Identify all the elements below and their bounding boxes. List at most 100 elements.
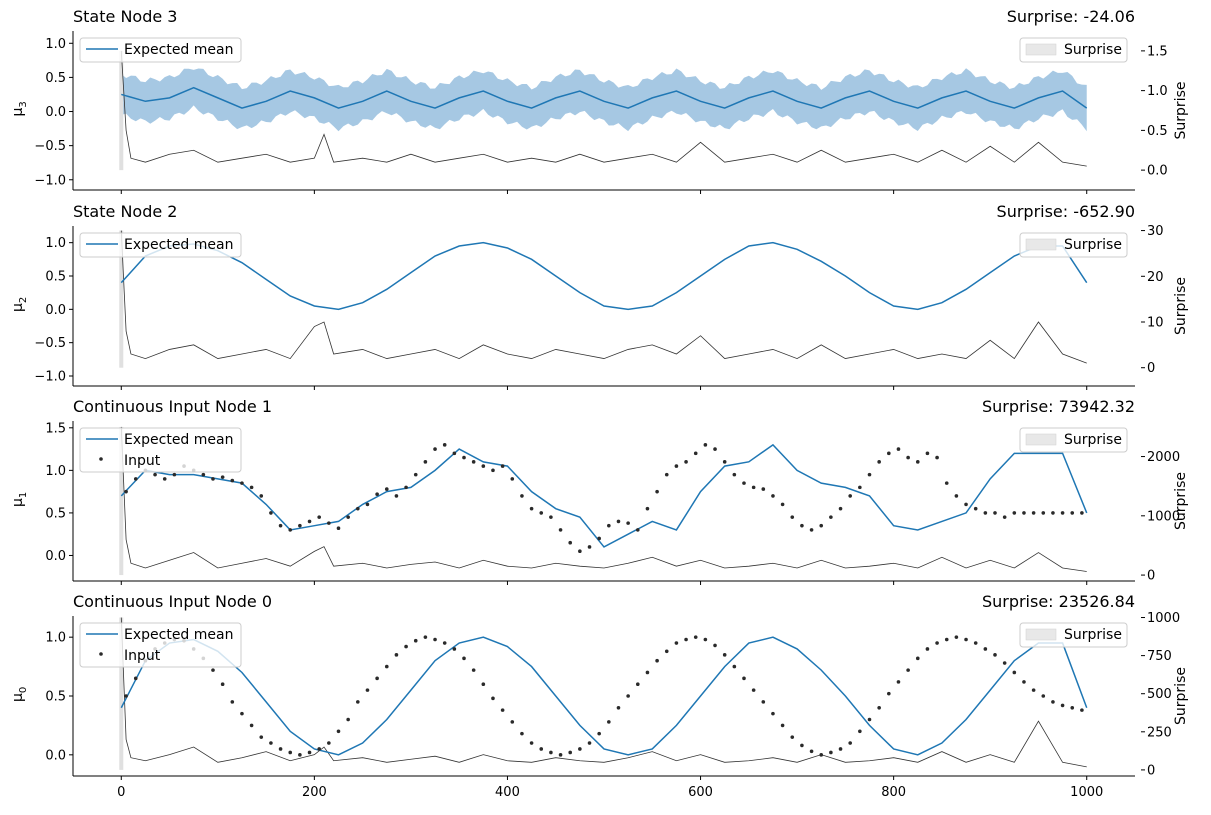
right-tick-label: 500 [1147, 687, 1172, 702]
input-point [915, 460, 920, 464]
input-point [1041, 511, 1046, 515]
input-point [1012, 511, 1017, 515]
input-point [607, 523, 611, 528]
input-point [742, 481, 746, 485]
subplot-2: 0.0 0.5 1.0 1.5 0 1000 2000 Continuous Input No… [10, 397, 1189, 585]
input-point [1051, 511, 1055, 515]
input-point [230, 700, 235, 704]
right-tick-label: 1000 [1147, 509, 1180, 524]
input-point [829, 750, 833, 755]
input-point [404, 644, 408, 649]
input-point [751, 688, 756, 692]
input-point [1041, 694, 1046, 698]
y-axis-label: μ0 [10, 687, 29, 702]
input-point [607, 720, 611, 724]
input-point [635, 528, 640, 532]
input-point [713, 643, 717, 648]
input-point [896, 447, 901, 451]
input-point [1031, 511, 1036, 515]
input-point [375, 492, 379, 496]
right-tick-label: 30 [1147, 224, 1164, 239]
legend-left: Expected mean Input [79, 427, 242, 473]
expected-mean-line [121, 86, 1088, 109]
legend-left: Expected mean [79, 232, 242, 258]
input-point [520, 731, 524, 736]
input-point [858, 729, 862, 734]
right-tick-label: 2000 [1147, 450, 1180, 465]
legend-input-swatch [99, 652, 103, 656]
input-point [973, 506, 978, 511]
legend-surprise-swatch [1025, 628, 1057, 641]
input-point [983, 647, 988, 651]
y-tick-label: 0.0 [45, 105, 66, 120]
right-tick-label: 1.0 [1147, 84, 1168, 99]
input-point [240, 481, 244, 485]
input-point [906, 668, 910, 672]
legend-frame [79, 622, 242, 668]
y-tick-label: 0.5 [45, 506, 66, 521]
input-point [1080, 511, 1084, 515]
input-point [954, 494, 959, 498]
surprise-fill [119, 426, 124, 576]
input-point [500, 708, 505, 712]
input-point [800, 743, 804, 748]
input-point [664, 472, 669, 477]
input-point [211, 477, 215, 481]
x-tick-label: 200 [302, 785, 327, 800]
input-point [1002, 515, 1007, 519]
input-point [433, 637, 437, 642]
input-point [684, 460, 688, 464]
right-axis-label: Surprise [1173, 472, 1189, 530]
input-point [713, 447, 717, 451]
input-point [549, 750, 553, 755]
input-point [452, 451, 457, 456]
input-point [790, 735, 795, 739]
input-point [240, 711, 244, 716]
right-tick-label: 250 [1147, 725, 1172, 740]
input-point [211, 668, 215, 672]
input-point [915, 656, 920, 661]
input-point [838, 506, 843, 511]
input-point [751, 485, 756, 490]
legend-right: Surprise [1019, 232, 1128, 258]
input-point [674, 464, 679, 468]
input-point [838, 747, 843, 751]
input-point [1060, 703, 1065, 708]
input-point [269, 741, 273, 745]
panel-title: Continuous Input Node 1 [73, 397, 272, 416]
right-axis-label: Surprise [1173, 277, 1189, 335]
y-axis-label: μ2 [10, 297, 29, 312]
surprise-line [120, 426, 1087, 572]
input-point [645, 506, 650, 511]
input-point [732, 664, 737, 669]
uncertainty-band [121, 68, 1087, 132]
input-point [944, 481, 949, 485]
input-point [529, 506, 534, 511]
y-axis-subscript: 1 [18, 492, 29, 498]
input-point [877, 460, 881, 464]
input-point [973, 641, 978, 645]
input-point [964, 637, 968, 642]
input-point [829, 515, 833, 519]
input-point [423, 460, 428, 464]
legend-right: Surprise [1019, 37, 1128, 63]
input-point [819, 523, 824, 528]
input-point [336, 526, 341, 531]
surprise-title: Surprise: 73942.32 [982, 397, 1135, 416]
legend-surprise-swatch [1025, 433, 1057, 446]
input-point [133, 676, 138, 681]
input-point [809, 528, 814, 532]
surprise-line [120, 617, 1087, 768]
legend-input-label: Input [124, 453, 161, 469]
input-point [442, 443, 447, 447]
y-tick-label: 0.0 [45, 303, 66, 318]
subplot-3: 0.0 0.5 1.0 0 250 500 750 1000 0 200 400 600 800 1000… [10, 592, 1189, 800]
input-point [944, 637, 949, 642]
panel-title: Continuous Input Node 0 [73, 592, 272, 611]
input-point [742, 676, 746, 681]
input-point [771, 494, 775, 498]
input-point [124, 694, 128, 698]
input-point [539, 511, 544, 515]
input-point [500, 464, 505, 468]
input-point [578, 747, 582, 751]
